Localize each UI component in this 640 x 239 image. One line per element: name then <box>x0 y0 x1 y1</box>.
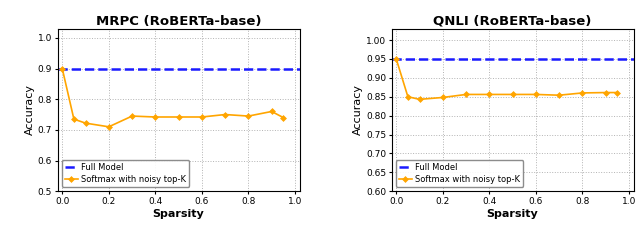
Y-axis label: Accuracy: Accuracy <box>353 84 363 136</box>
Softmax with noisy top-K <box>70 118 77 120</box>
Softmax with noisy top-K <box>486 93 493 96</box>
Softmax with noisy top-K <box>244 115 252 118</box>
Softmax with noisy top-K <box>280 116 287 119</box>
Softmax with noisy top-K <box>602 91 609 94</box>
Softmax with noisy top-K <box>532 93 540 96</box>
Softmax with noisy top-K <box>82 122 90 125</box>
Softmax with noisy top-K <box>128 115 136 118</box>
Softmax with noisy top-K <box>404 95 412 98</box>
X-axis label: Sparsity: Sparsity <box>153 209 205 218</box>
Softmax with noisy top-K <box>415 98 423 101</box>
Softmax with noisy top-K <box>198 116 205 119</box>
Title: QNLI (RoBERTa-base): QNLI (RoBERTa-base) <box>433 15 592 27</box>
Softmax with noisy top-K <box>392 58 400 60</box>
Softmax with noisy top-K <box>105 125 113 128</box>
Softmax with noisy top-K <box>579 92 586 94</box>
Y-axis label: Accuracy: Accuracy <box>25 84 35 136</box>
Title: MRPC (RoBERTa-base): MRPC (RoBERTa-base) <box>96 15 261 27</box>
Softmax with noisy top-K <box>175 116 182 119</box>
Softmax with noisy top-K <box>614 91 621 94</box>
Softmax with noisy top-K <box>221 113 229 116</box>
Softmax with noisy top-K <box>439 96 447 99</box>
Legend: Full Model, Softmax with noisy top-K: Full Model, Softmax with noisy top-K <box>62 160 189 187</box>
Softmax with noisy top-K <box>509 93 516 96</box>
Softmax with noisy top-K <box>152 116 159 119</box>
Softmax with noisy top-K <box>462 93 470 96</box>
Line: Softmax with noisy top-K: Softmax with noisy top-K <box>60 66 285 129</box>
Softmax with noisy top-K <box>268 110 276 113</box>
Softmax with noisy top-K <box>556 94 563 97</box>
Line: Softmax with noisy top-K: Softmax with noisy top-K <box>394 57 620 101</box>
X-axis label: Sparsity: Sparsity <box>486 209 538 218</box>
Softmax with noisy top-K <box>58 67 66 70</box>
Legend: Full Model, Softmax with noisy top-K: Full Model, Softmax with noisy top-K <box>396 160 524 187</box>
